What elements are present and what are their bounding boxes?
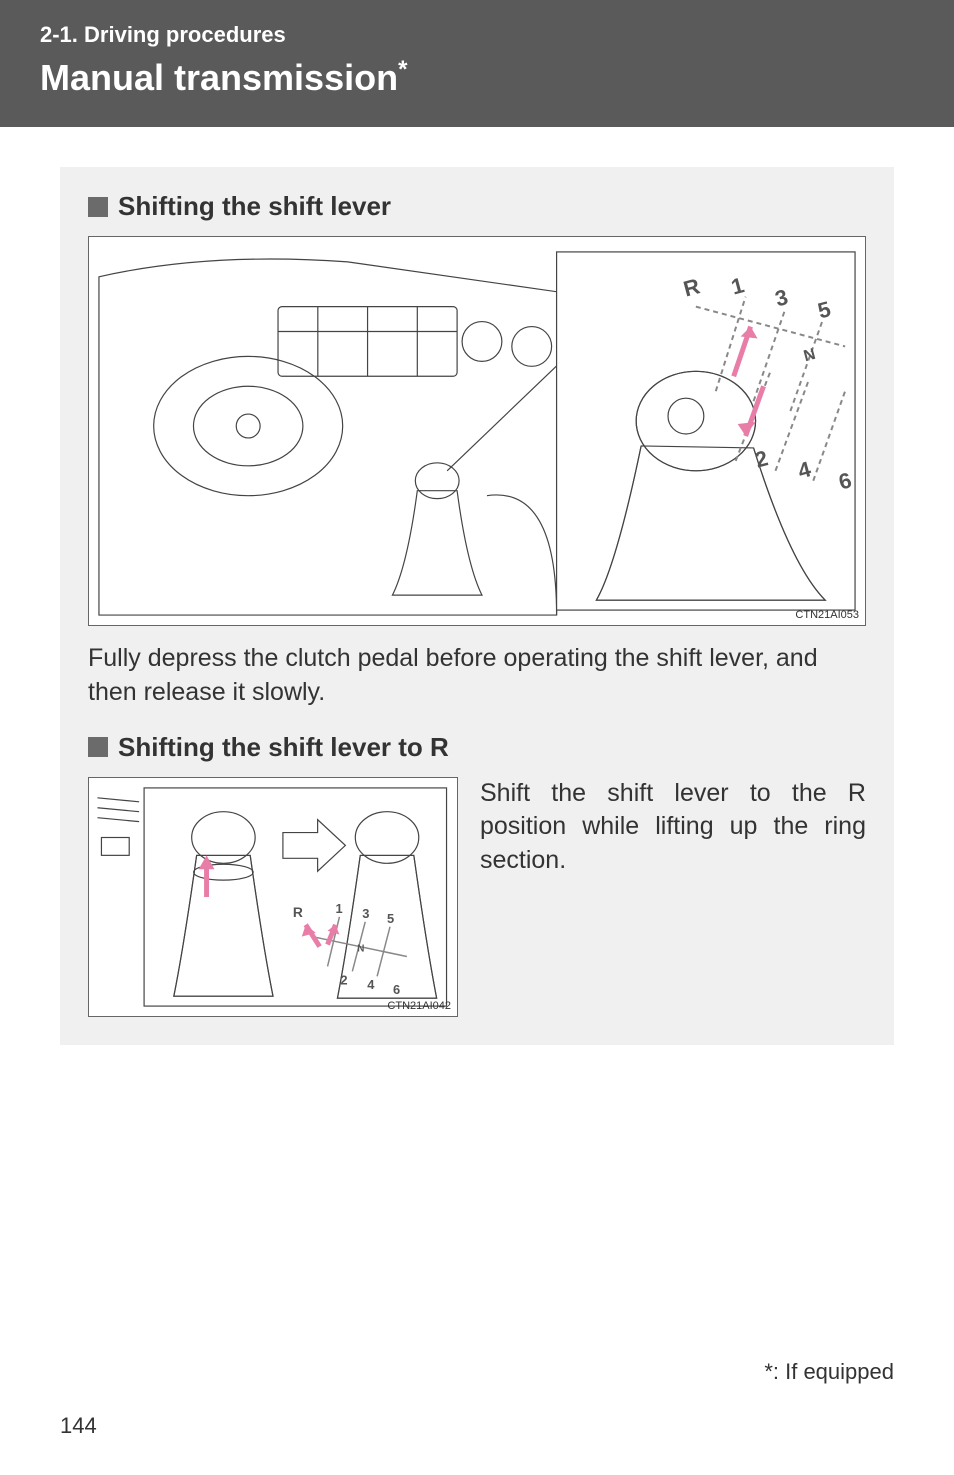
figure-shift-to-r: R 1 3 5 N 2 4 6 CTN21AI042 [88,777,458,1017]
svg-text:2: 2 [340,972,347,987]
content-box: Shifting the shift lever [60,167,894,1045]
page-header: 2-1. Driving procedures Manual transmiss… [0,0,954,127]
section-1-heading-row: Shifting the shift lever [88,191,866,222]
shift-r-sketch-svg: R 1 3 5 N 2 4 6 [89,778,457,1016]
svg-text:N: N [357,943,364,954]
figure-id-1: CTN21AI053 [795,609,859,621]
page-title: Manual transmission* [40,56,914,99]
svg-text:6: 6 [393,982,400,997]
svg-text:1: 1 [335,900,342,915]
section-2-heading: Shifting the shift lever to R [118,732,449,763]
page-number: 144 [60,1413,97,1439]
section-2-body: Shift the shift lever to the R position … [480,777,866,1017]
svg-text:4: 4 [367,977,375,992]
breadcrumb: 2-1. Driving procedures [40,22,914,48]
footnote: *: If equipped [764,1359,894,1385]
section-1-heading: Shifting the shift lever [118,191,391,222]
interior-sketch-svg: R 1 3 5 N 2 4 6 [89,237,865,625]
section-2-heading-row: Shifting the shift lever to R [88,732,866,763]
title-asterisk: * [398,56,407,83]
square-bullet-icon [88,197,108,217]
title-text: Manual transmission [40,57,398,98]
svg-text:3: 3 [362,905,369,920]
section-1-body: Fully depress the clutch pedal before op… [88,642,866,710]
square-bullet-icon [88,737,108,757]
section-2-row: R 1 3 5 N 2 4 6 CTN21AI042 Shift the shi… [88,777,866,1017]
figure-interior-shift: R 1 3 5 N 2 4 6 CTN21AI053 [88,236,866,626]
svg-text:R: R [293,903,303,919]
figure-id-2: CTN21AI042 [387,1000,451,1012]
svg-text:5: 5 [387,910,394,925]
